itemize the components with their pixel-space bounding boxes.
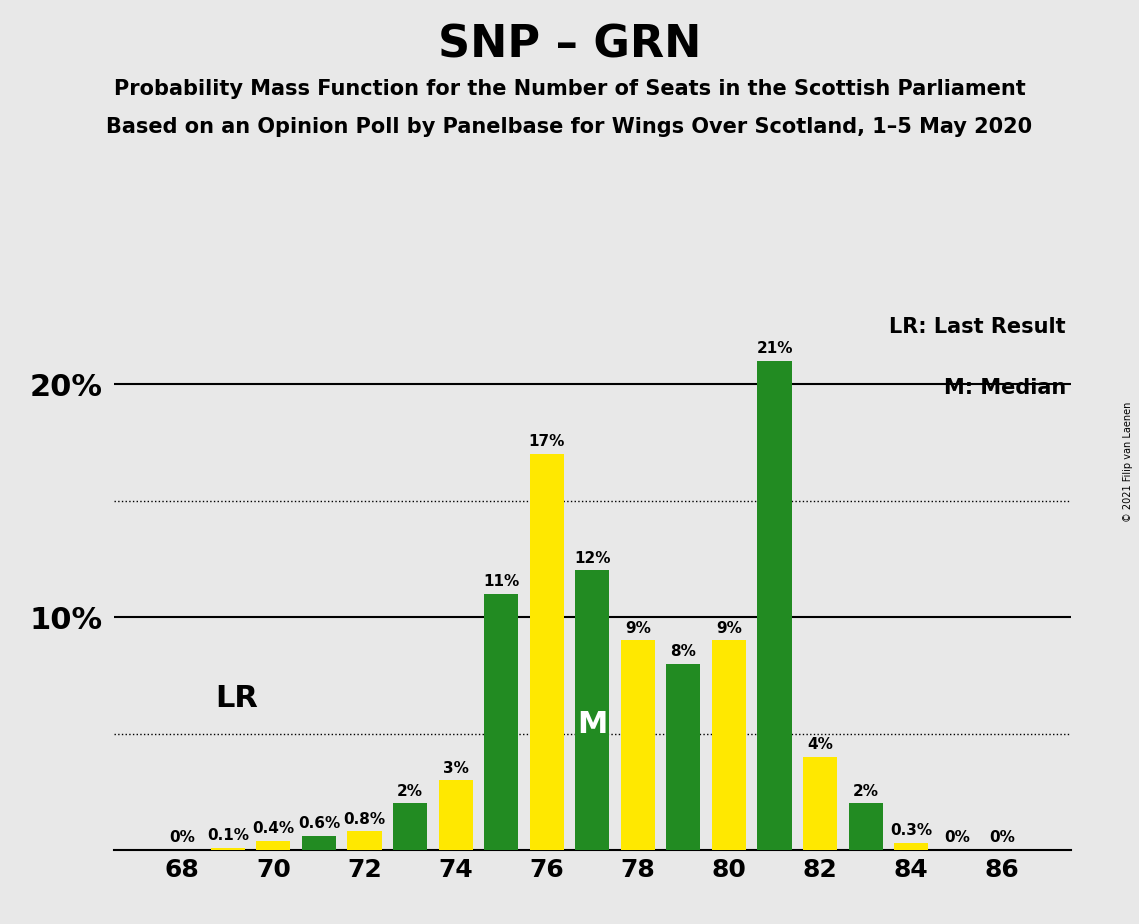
- Text: 17%: 17%: [528, 434, 565, 449]
- Text: © 2021 Filip van Laenen: © 2021 Filip van Laenen: [1123, 402, 1133, 522]
- Text: 9%: 9%: [625, 621, 650, 636]
- Bar: [575, 570, 609, 850]
- Text: 0.4%: 0.4%: [253, 821, 294, 836]
- Bar: [894, 843, 928, 850]
- Bar: [484, 594, 518, 850]
- Bar: [347, 832, 382, 850]
- Bar: [666, 663, 700, 850]
- Text: 0.1%: 0.1%: [207, 828, 248, 843]
- Text: 3%: 3%: [443, 760, 468, 775]
- Bar: [849, 804, 883, 850]
- Bar: [530, 454, 564, 850]
- Text: 0%: 0%: [944, 831, 969, 845]
- Bar: [439, 780, 473, 850]
- Text: LR: Last Result: LR: Last Result: [890, 317, 1066, 337]
- Bar: [757, 360, 792, 850]
- Text: 0.8%: 0.8%: [344, 812, 385, 827]
- Text: 0%: 0%: [170, 831, 195, 845]
- Text: Based on an Opinion Poll by Panelbase for Wings Over Scotland, 1–5 May 2020: Based on an Opinion Poll by Panelbase fo…: [106, 117, 1033, 138]
- Text: 8%: 8%: [671, 644, 696, 659]
- Text: SNP – GRN: SNP – GRN: [437, 23, 702, 67]
- Text: 2%: 2%: [853, 784, 878, 799]
- Bar: [712, 640, 746, 850]
- Bar: [803, 757, 837, 850]
- Text: 21%: 21%: [756, 341, 793, 356]
- Text: LR: LR: [215, 684, 259, 713]
- Text: 2%: 2%: [398, 784, 423, 799]
- Text: 0%: 0%: [990, 831, 1015, 845]
- Text: 12%: 12%: [574, 551, 611, 565]
- Text: Probability Mass Function for the Number of Seats in the Scottish Parliament: Probability Mass Function for the Number…: [114, 79, 1025, 99]
- Text: 0.3%: 0.3%: [891, 823, 932, 838]
- Text: M: M: [577, 710, 607, 739]
- Text: 0.6%: 0.6%: [297, 817, 341, 832]
- Bar: [211, 847, 245, 850]
- Text: M: Median: M: Median: [943, 379, 1066, 398]
- Text: 11%: 11%: [483, 574, 519, 590]
- Text: 9%: 9%: [716, 621, 741, 636]
- Text: 4%: 4%: [808, 737, 833, 752]
- Bar: [393, 804, 427, 850]
- Bar: [256, 841, 290, 850]
- Bar: [621, 640, 655, 850]
- Bar: [302, 836, 336, 850]
